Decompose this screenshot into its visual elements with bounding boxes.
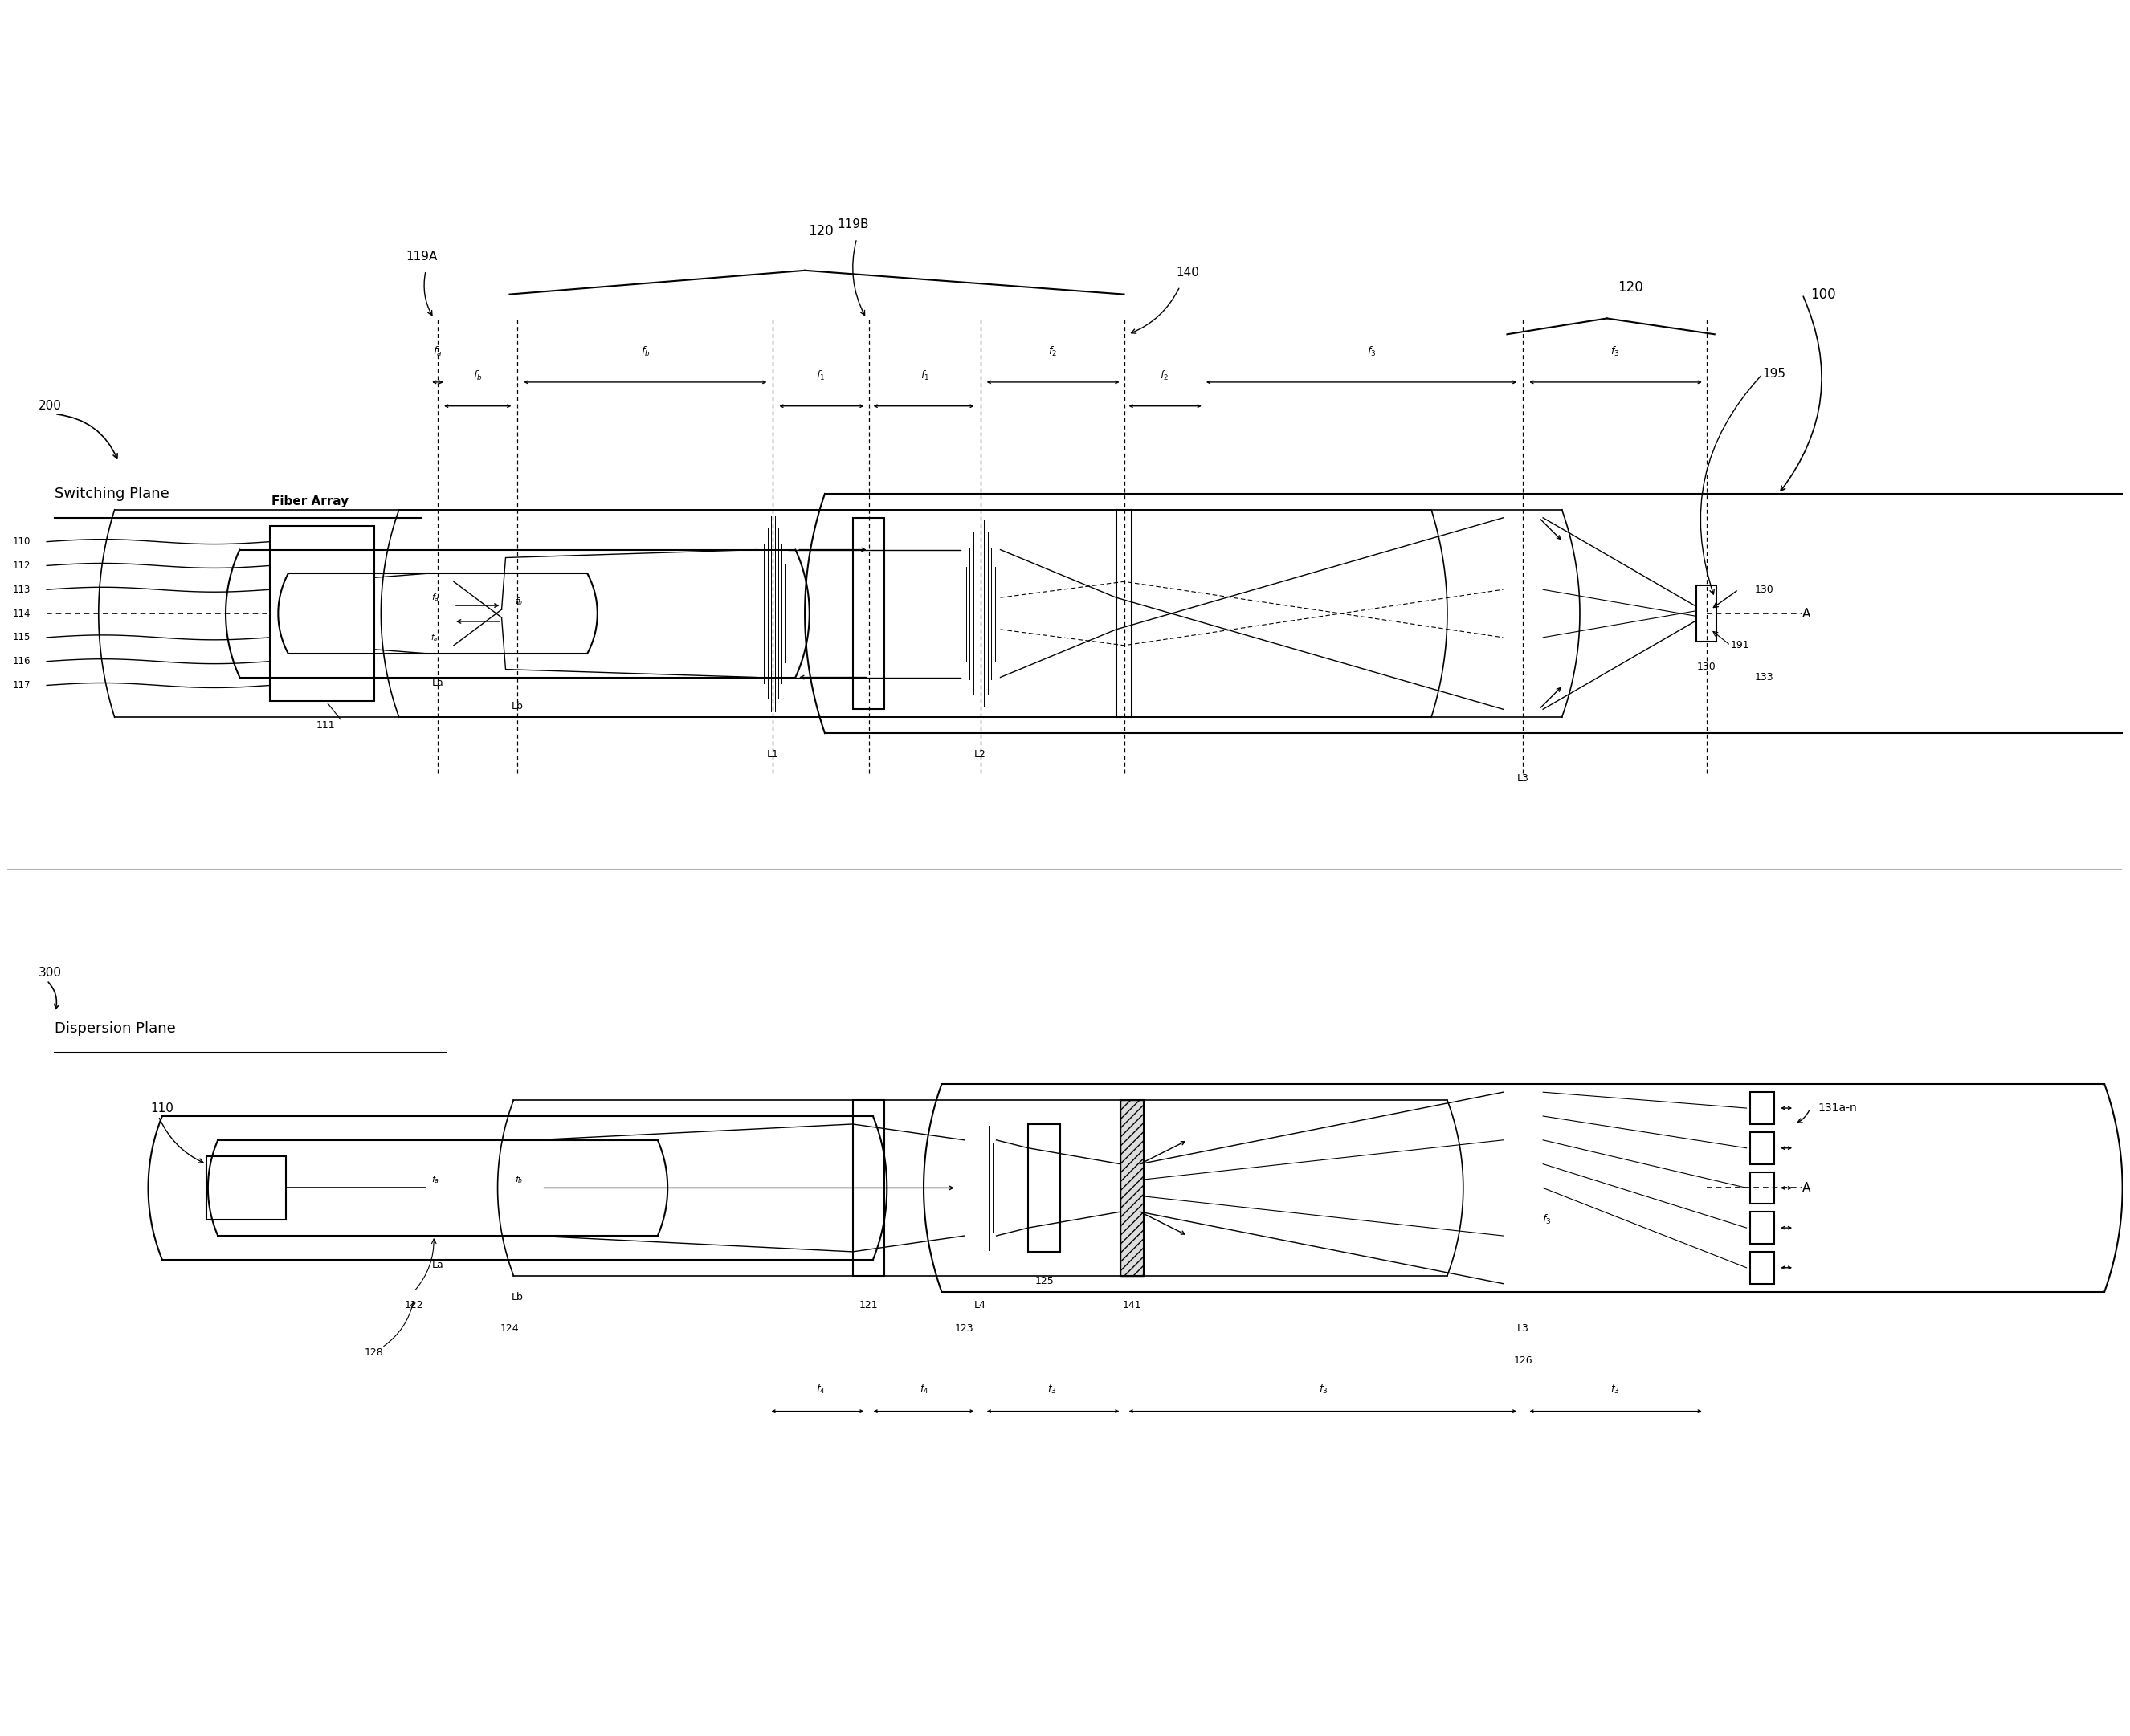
Text: 124: 124 bbox=[501, 1323, 520, 1333]
Text: 113: 113 bbox=[13, 585, 30, 595]
Text: $f_4$: $f_4$ bbox=[816, 1382, 826, 1396]
Text: 131a-n: 131a-n bbox=[1819, 1102, 1857, 1115]
Bar bbox=[1751, 1132, 1774, 1163]
Text: 125: 125 bbox=[1035, 1276, 1054, 1286]
Text: $f_1$: $f_1$ bbox=[920, 370, 929, 382]
Text: 100: 100 bbox=[1810, 286, 1836, 302]
Text: 300: 300 bbox=[38, 967, 62, 979]
Text: $f_2$: $f_2$ bbox=[1159, 370, 1169, 382]
Bar bbox=[1120, 1101, 1144, 1276]
Text: Lb: Lb bbox=[511, 701, 524, 712]
Text: 116: 116 bbox=[13, 656, 30, 667]
Text: $f_a$: $f_a$ bbox=[430, 632, 437, 642]
Text: $f_3$: $f_3$ bbox=[1542, 1213, 1551, 1226]
Text: 141: 141 bbox=[1123, 1300, 1142, 1311]
Text: 120: 120 bbox=[807, 224, 833, 238]
Text: 111: 111 bbox=[317, 720, 337, 731]
Text: Fiber Array: Fiber Array bbox=[271, 496, 349, 509]
Text: $f_b$: $f_b$ bbox=[473, 370, 481, 382]
Text: 130: 130 bbox=[1698, 661, 1717, 672]
Bar bbox=[207, 1156, 285, 1220]
Text: 119B: 119B bbox=[837, 219, 869, 231]
Text: $f_a$: $f_a$ bbox=[432, 345, 443, 358]
Text: $f_3$: $f_3$ bbox=[1367, 345, 1376, 358]
Text: A: A bbox=[1802, 608, 1811, 620]
Bar bbox=[1116, 510, 1131, 717]
Text: L3: L3 bbox=[1517, 773, 1529, 783]
Bar bbox=[852, 517, 884, 710]
Text: $f_3$: $f_3$ bbox=[1318, 1382, 1329, 1396]
Text: $f_3$: $f_3$ bbox=[1048, 1382, 1056, 1396]
Text: 122: 122 bbox=[405, 1300, 424, 1311]
Text: Switching Plane: Switching Plane bbox=[55, 486, 170, 502]
Bar bbox=[1751, 1212, 1774, 1243]
Text: 140: 140 bbox=[1176, 266, 1199, 278]
Text: $f_b$: $f_b$ bbox=[641, 345, 650, 358]
Text: L2: L2 bbox=[973, 750, 986, 760]
Text: L4: L4 bbox=[973, 1300, 986, 1311]
Text: $f_3$: $f_3$ bbox=[1610, 1382, 1619, 1396]
Text: La: La bbox=[432, 1260, 443, 1271]
Text: $f_3$: $f_3$ bbox=[1610, 345, 1619, 358]
Text: 123: 123 bbox=[954, 1323, 973, 1333]
Bar bbox=[1751, 1252, 1774, 1283]
Bar bbox=[1751, 1172, 1774, 1203]
Text: 119A: 119A bbox=[407, 250, 437, 262]
Text: 195: 195 bbox=[1762, 368, 1785, 380]
Text: 115: 115 bbox=[13, 632, 30, 642]
Bar bbox=[1029, 1125, 1061, 1252]
Text: Dispersion Plane: Dispersion Plane bbox=[55, 1021, 177, 1036]
Bar bbox=[271, 526, 375, 701]
Text: $f_b$: $f_b$ bbox=[515, 595, 524, 608]
Text: $f_1$: $f_1$ bbox=[816, 370, 824, 382]
Text: La: La bbox=[432, 677, 443, 687]
Text: $f_2$: $f_2$ bbox=[1048, 345, 1056, 358]
Text: 130: 130 bbox=[1755, 585, 1774, 595]
Text: 126: 126 bbox=[1514, 1356, 1534, 1366]
Bar bbox=[852, 1101, 884, 1276]
Bar bbox=[1698, 585, 1717, 641]
Text: Lb: Lb bbox=[511, 1292, 524, 1302]
Text: L3: L3 bbox=[1517, 1323, 1529, 1333]
Text: 114: 114 bbox=[13, 608, 30, 618]
Text: 110: 110 bbox=[151, 1102, 175, 1115]
Text: 112: 112 bbox=[13, 561, 30, 571]
Text: 117: 117 bbox=[13, 681, 30, 691]
Text: L1: L1 bbox=[767, 750, 780, 760]
Text: 191: 191 bbox=[1730, 641, 1749, 651]
Bar bbox=[1120, 1101, 1144, 1276]
Bar bbox=[1751, 1092, 1774, 1125]
Text: $f_a$: $f_a$ bbox=[430, 1174, 439, 1186]
Text: 110: 110 bbox=[13, 536, 30, 547]
Text: 120: 120 bbox=[1619, 279, 1644, 295]
Text: 200: 200 bbox=[38, 399, 62, 411]
Text: 128: 128 bbox=[364, 1347, 383, 1358]
Text: $f_b$: $f_b$ bbox=[515, 1174, 524, 1186]
Text: A: A bbox=[1802, 1182, 1811, 1194]
Text: 133: 133 bbox=[1755, 672, 1774, 682]
Text: $f_a$: $f_a$ bbox=[430, 592, 439, 602]
Text: $f_4$: $f_4$ bbox=[920, 1382, 929, 1396]
Text: 121: 121 bbox=[858, 1300, 878, 1311]
